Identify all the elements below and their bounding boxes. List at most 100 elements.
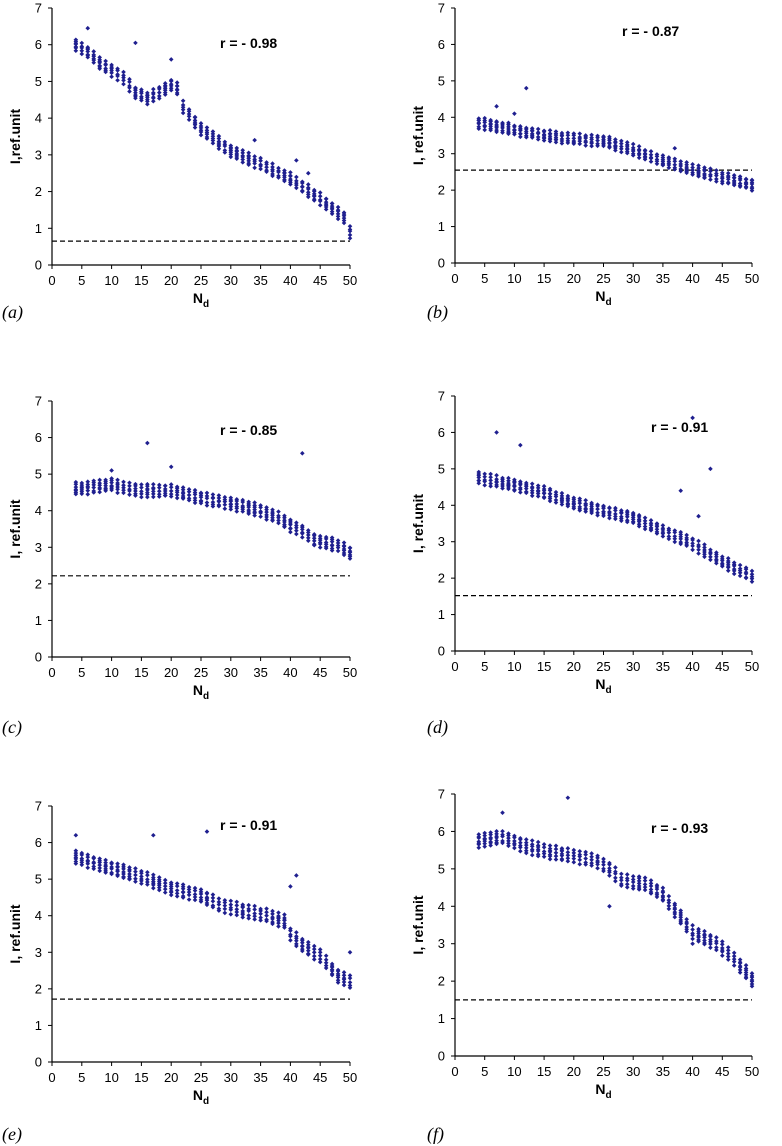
data-point bbox=[252, 500, 257, 505]
data-point bbox=[73, 484, 79, 490]
data-point bbox=[264, 917, 269, 922]
data-point bbox=[725, 951, 731, 956]
data-point bbox=[613, 875, 618, 881]
data-point bbox=[690, 931, 695, 936]
data-point bbox=[121, 73, 126, 78]
data-point bbox=[630, 877, 636, 882]
data-point bbox=[139, 881, 144, 886]
data-point bbox=[725, 954, 731, 959]
data-point bbox=[288, 173, 293, 178]
data-point bbox=[725, 180, 731, 185]
data-point bbox=[601, 859, 606, 865]
data-point bbox=[648, 159, 654, 164]
data-point bbox=[577, 500, 583, 506]
data-point bbox=[547, 494, 553, 500]
data-point bbox=[115, 861, 120, 866]
x-tick-label: 50 bbox=[343, 665, 357, 680]
data-point bbox=[666, 526, 672, 531]
data-point bbox=[252, 165, 257, 171]
data-point bbox=[305, 185, 311, 191]
data-point bbox=[311, 957, 317, 962]
data-point bbox=[252, 911, 257, 916]
y-tick-label: 5 bbox=[438, 461, 445, 476]
data-point bbox=[619, 875, 624, 880]
data-point bbox=[565, 855, 571, 861]
data-point bbox=[121, 485, 126, 491]
data-point bbox=[512, 838, 517, 844]
data-point bbox=[702, 932, 707, 937]
x-tick-label: 0 bbox=[48, 1070, 55, 1085]
data-point bbox=[198, 897, 204, 903]
data-point bbox=[743, 569, 749, 575]
data-point bbox=[347, 223, 353, 229]
data-point bbox=[690, 543, 695, 549]
data-point bbox=[311, 191, 317, 197]
data-point bbox=[636, 521, 642, 527]
data-point bbox=[103, 483, 108, 489]
x-tick-label: 25 bbox=[596, 271, 610, 286]
data-point bbox=[541, 849, 547, 854]
data-point bbox=[73, 859, 79, 864]
data-point bbox=[529, 131, 535, 137]
data-point bbox=[276, 913, 281, 919]
data-point bbox=[553, 129, 559, 134]
data-point bbox=[216, 136, 222, 141]
data-point bbox=[607, 509, 612, 515]
data-point bbox=[347, 983, 353, 988]
data-point bbox=[720, 945, 725, 951]
data-point bbox=[613, 514, 618, 519]
data-point bbox=[133, 866, 138, 871]
data-point bbox=[660, 893, 666, 899]
data-point bbox=[642, 884, 648, 890]
data-point bbox=[347, 980, 353, 985]
data-point bbox=[180, 110, 186, 116]
data-point bbox=[210, 903, 216, 908]
data-point bbox=[276, 165, 281, 171]
x-tick-label: 0 bbox=[451, 271, 458, 286]
x-tick-label: 0 bbox=[48, 273, 55, 288]
data-point bbox=[228, 507, 234, 512]
data-point bbox=[583, 849, 588, 855]
data-point bbox=[535, 839, 541, 845]
data-point bbox=[198, 895, 204, 900]
correlation-label: r = - 0.98 bbox=[220, 35, 277, 51]
data-point bbox=[210, 129, 216, 134]
data-point bbox=[133, 85, 138, 91]
x-tick-label: 20 bbox=[164, 1070, 178, 1085]
data-point bbox=[500, 838, 505, 844]
data-point bbox=[186, 492, 192, 498]
data-point bbox=[240, 497, 246, 503]
x-tick-label: 30 bbox=[224, 273, 238, 288]
data-point bbox=[488, 117, 493, 123]
data-point bbox=[115, 864, 120, 869]
data-point bbox=[648, 155, 654, 160]
y-tick-label: 4 bbox=[438, 899, 445, 914]
data-point bbox=[607, 868, 612, 873]
data-point bbox=[583, 856, 588, 861]
correlation-label: r = - 0.93 bbox=[651, 820, 708, 836]
y-tick-label: 0 bbox=[438, 644, 445, 659]
y-tick-label: 6 bbox=[35, 835, 42, 850]
data-point bbox=[696, 933, 701, 939]
x-axis-label: Nd bbox=[595, 288, 611, 308]
data-point bbox=[553, 489, 559, 495]
data-point bbox=[583, 501, 588, 506]
data-point bbox=[731, 571, 737, 577]
x-tick-label: 15 bbox=[537, 659, 551, 674]
data-point bbox=[216, 906, 222, 912]
data-point bbox=[73, 850, 79, 856]
data-point bbox=[690, 415, 695, 421]
data-point bbox=[565, 853, 571, 858]
data-point bbox=[571, 856, 577, 861]
data-point bbox=[553, 846, 559, 852]
data-point bbox=[127, 483, 132, 489]
data-point bbox=[553, 139, 559, 145]
data-point bbox=[654, 882, 660, 888]
data-point bbox=[642, 882, 648, 887]
data-point bbox=[553, 492, 559, 497]
panel-label: (e) bbox=[2, 1124, 22, 1145]
data-point bbox=[577, 131, 583, 136]
data-point bbox=[270, 509, 275, 515]
data-point bbox=[305, 170, 311, 176]
